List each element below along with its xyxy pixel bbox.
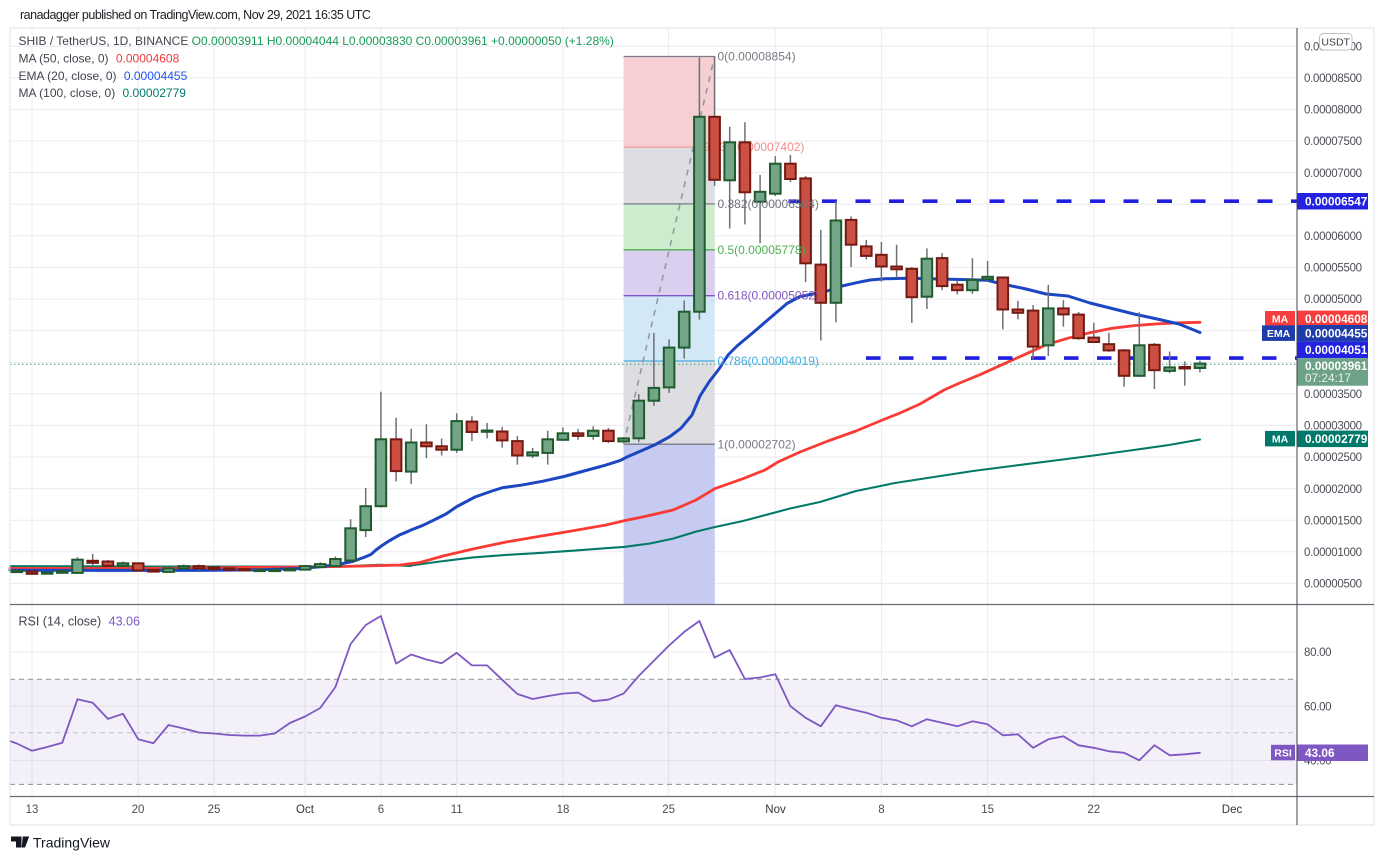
svg-text:18: 18 [557, 804, 570, 816]
svg-text:60.00: 60.00 [1304, 701, 1331, 713]
svg-text:07:24:17: 07:24:17 [1305, 371, 1351, 385]
svg-text:0.00002000: 0.00002000 [1304, 484, 1362, 496]
svg-text:0.00005000: 0.00005000 [1304, 294, 1362, 306]
svg-text:0(0.00008854): 0(0.00008854) [718, 50, 796, 64]
svg-text:0.382(0.00006504): 0.382(0.00006504) [718, 197, 819, 211]
svg-text:13: 13 [26, 804, 39, 816]
svg-text:0.618(0.00005052): 0.618(0.00005052) [718, 289, 819, 303]
svg-text:0.00004608: 0.00004608 [1305, 312, 1368, 326]
svg-text:RSI: RSI [1274, 747, 1292, 759]
svg-text:6: 6 [378, 804, 384, 816]
svg-text:25: 25 [208, 804, 221, 816]
svg-text:8: 8 [878, 804, 884, 816]
svg-text:20: 20 [132, 804, 145, 816]
svg-text:0.00003500: 0.00003500 [1304, 389, 1362, 401]
svg-text:0.00001000: 0.00001000 [1304, 547, 1362, 559]
svg-text:MA (100, close, 0) 0.00002779: MA (100, close, 0) 0.00002779 [19, 86, 187, 100]
svg-text:0.00006547: 0.00006547 [1305, 195, 1368, 209]
svg-text:0.00002779: 0.00002779 [1305, 432, 1368, 446]
svg-text:0.786(0.00004019): 0.786(0.00004019) [718, 354, 819, 368]
svg-text:EMA: EMA [1267, 328, 1291, 340]
svg-text:15: 15 [981, 804, 994, 816]
svg-text:EMA (20, close, 0) 0.00004455: EMA (20, close, 0) 0.00004455 [19, 69, 188, 83]
svg-text:43.06: 43.06 [1305, 746, 1335, 760]
svg-text:SHIB / TetherUS, 1D, BINANCE O: SHIB / TetherUS, 1D, BINANCE O0.00003911… [19, 34, 614, 48]
svg-text:0.00007500: 0.00007500 [1304, 136, 1362, 148]
svg-text:0.5(0.00005778): 0.5(0.00005778) [718, 243, 806, 257]
svg-text:MA (50, close, 0) 0.00004608: MA (50, close, 0) 0.00004608 [19, 52, 180, 66]
svg-text:0.00004051: 0.00004051 [1305, 343, 1368, 357]
svg-text:ranadagger published on Tradin: ranadagger published on TradingView.com,… [20, 8, 371, 22]
svg-text:0.00003961: 0.00003961 [1305, 359, 1368, 373]
svg-text:0.00006000: 0.00006000 [1304, 231, 1362, 243]
svg-text:0.00005500: 0.00005500 [1304, 263, 1362, 275]
svg-text:0.00008500: 0.00008500 [1304, 73, 1362, 85]
svg-text:11: 11 [451, 804, 463, 816]
svg-text:80.00: 80.00 [1304, 647, 1331, 659]
svg-text:USDT: USDT [1321, 37, 1350, 49]
svg-text:MA: MA [1272, 434, 1289, 446]
svg-text:TradingView: TradingView [33, 834, 111, 850]
svg-text:0.00004455: 0.00004455 [1305, 327, 1368, 341]
svg-text:0.00008000: 0.00008000 [1304, 105, 1362, 117]
svg-text:0.00007000: 0.00007000 [1304, 168, 1362, 180]
svg-text:Oct: Oct [296, 804, 315, 816]
svg-text:0.00002500: 0.00002500 [1304, 452, 1362, 464]
svg-text:Nov: Nov [765, 804, 786, 816]
svg-text:22: 22 [1087, 804, 1100, 816]
svg-text:0.00001500: 0.00001500 [1304, 515, 1362, 527]
svg-text:0.00000500: 0.00000500 [1304, 579, 1362, 591]
svg-text:RSI (14, close) 43.06: RSI (14, close) 43.06 [19, 615, 140, 629]
svg-text:MA: MA [1272, 314, 1289, 326]
svg-text:0.00003000: 0.00003000 [1304, 421, 1362, 433]
svg-text:25: 25 [662, 804, 675, 816]
svg-text:1(0.00002702): 1(0.00002702) [718, 438, 796, 452]
svg-text:Dec: Dec [1222, 804, 1243, 816]
